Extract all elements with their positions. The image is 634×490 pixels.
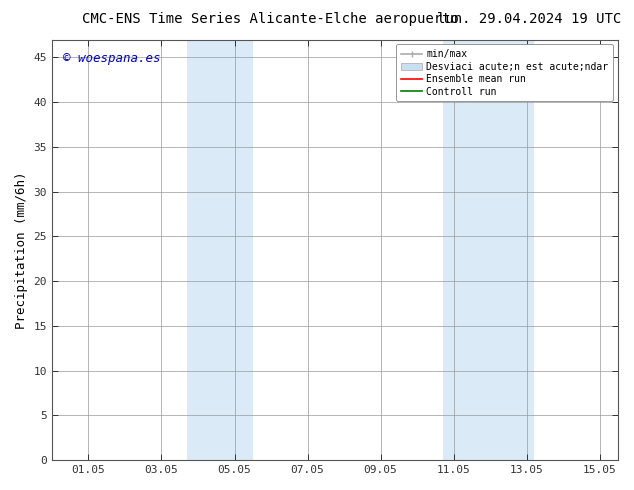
Y-axis label: Precipitation (mm/6h): Precipitation (mm/6h) (15, 171, 28, 329)
Legend: min/max, Desviaci acute;n est acute;ndar, Ensemble mean run, Controll run: min/max, Desviaci acute;n est acute;ndar… (396, 45, 613, 101)
Bar (187, 40, 253, 460)
Text: lun. 29.04.2024 19 UTC: lun. 29.04.2024 19 UTC (437, 12, 621, 26)
Bar (443, 40, 534, 460)
Text: © woespana.es: © woespana.es (63, 52, 161, 65)
Text: CMC-ENS Time Series Alicante-Elche aeropuerto: CMC-ENS Time Series Alicante-Elche aerop… (82, 12, 459, 26)
